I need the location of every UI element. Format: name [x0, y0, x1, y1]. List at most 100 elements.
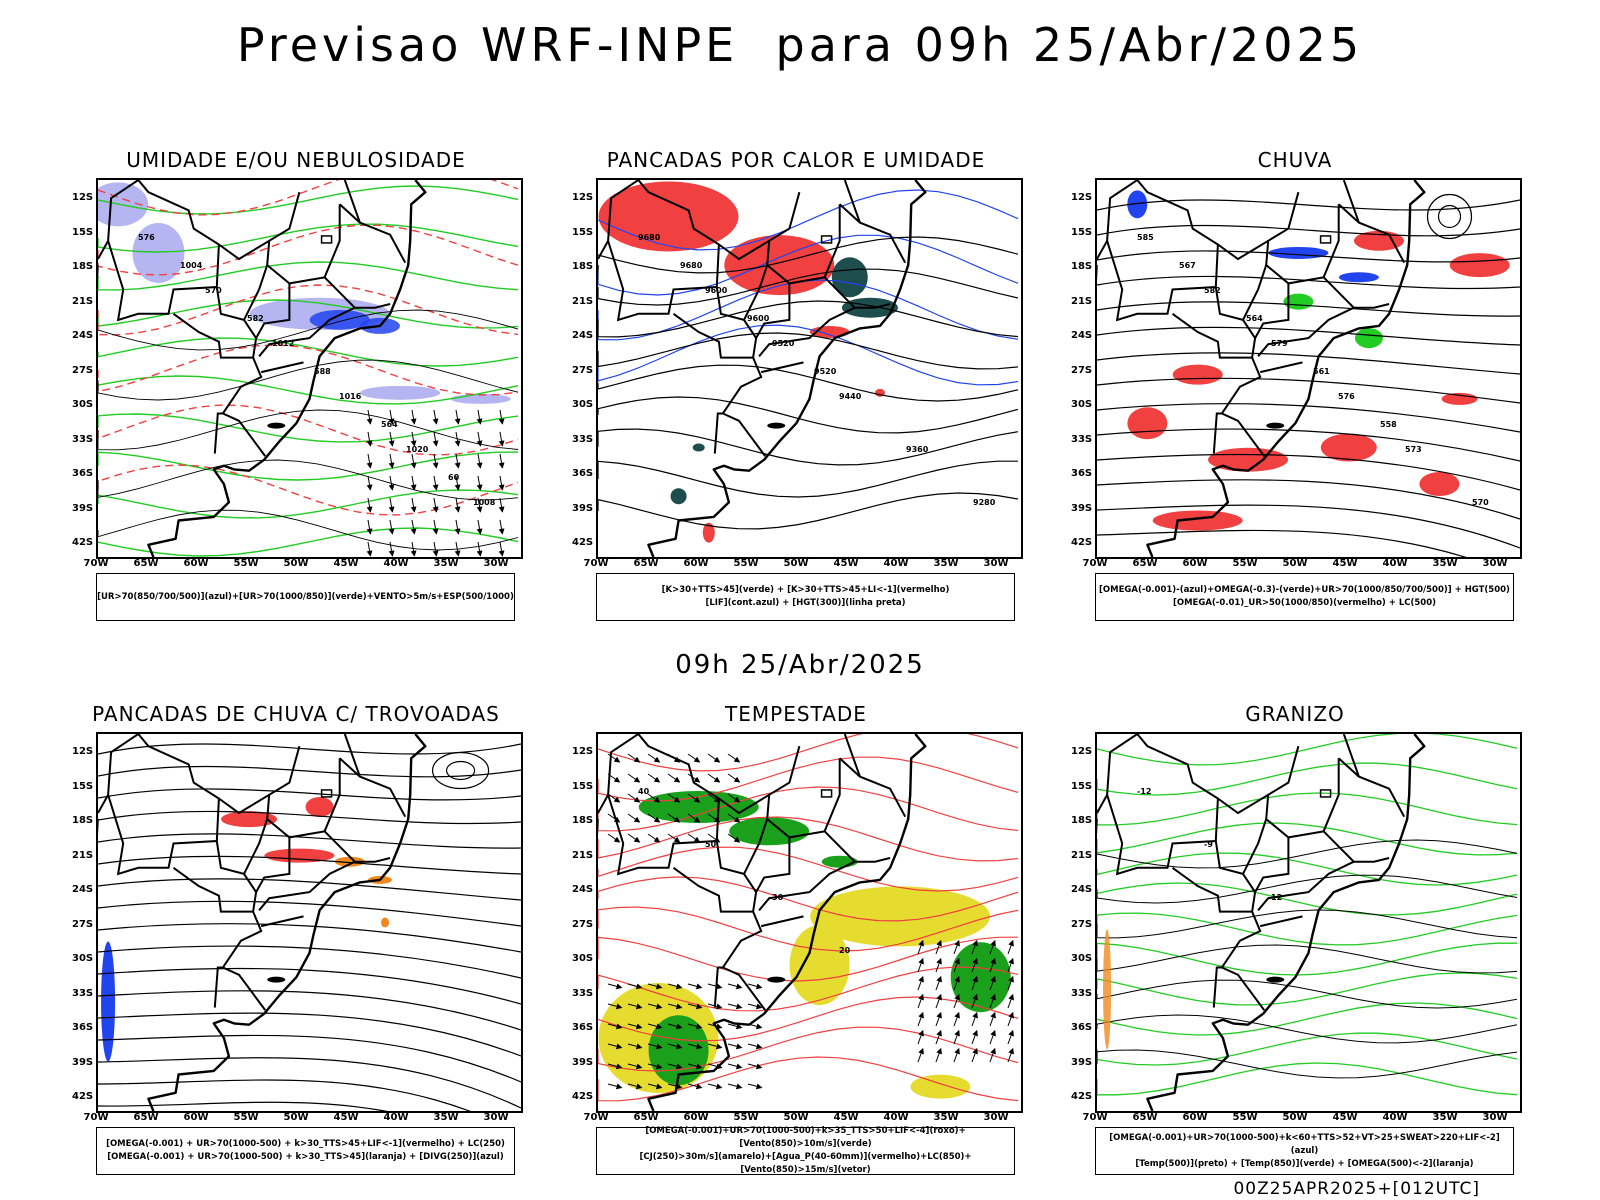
country-border [339, 203, 407, 264]
wind-vector [747, 1043, 763, 1050]
legend-granizo: [OMEGA(-0.001)+UR>70(1000-500)+k<60+TTS>… [1095, 1127, 1514, 1175]
precip-water-contour [598, 816, 1019, 862]
wind-vector [607, 1023, 623, 1030]
country-border [213, 412, 223, 454]
temp850-contour [1097, 972, 1518, 1006]
lat-tick: 24S [72, 884, 94, 895]
lat-tick: 42S [1071, 1091, 1093, 1102]
map-pancadas-calor[interactable]: 9680 9600 9520 9440 9360 9280 9680 9600 9520 [596, 178, 1023, 559]
country-border [213, 966, 223, 1008]
wind-vector [989, 939, 996, 955]
lat-tick: 33S [1071, 987, 1093, 999]
wind-vector [1007, 1047, 1014, 1063]
wind-vector [707, 773, 721, 783]
humidity-low-contour [98, 337, 519, 367]
country-border [107, 180, 220, 322]
country-border [323, 276, 391, 309]
lagoa-dos-patos [1266, 976, 1285, 983]
lon-tick: 45W [333, 558, 359, 569]
lat-tick: 21S [572, 849, 594, 861]
coastline [1146, 734, 1426, 1111]
contour-label: -12 [1137, 787, 1151, 796]
contour-label: 579 [1271, 339, 1288, 348]
wind-vector [476, 519, 483, 535]
legend-line: [UR>70(850/700/500)](azul)+[UR>70(1000/8… [97, 591, 514, 602]
country-border [1220, 911, 1266, 1011]
wind-vector [432, 475, 439, 491]
contour-label: 564 [1246, 314, 1263, 323]
instability-red [702, 522, 715, 543]
rain-red [1441, 392, 1478, 405]
temp850-contour [1097, 822, 1518, 856]
lon-tick: 50W [1282, 558, 1308, 569]
wind-vector [687, 793, 701, 803]
humidity-low-contour [98, 223, 519, 253]
streamline [1097, 504, 1520, 549]
wind-vector [953, 939, 960, 955]
lon-tick: 55W [733, 1112, 759, 1123]
humidity-low-contour [98, 185, 519, 215]
wind-vector [1007, 939, 1014, 955]
distrito-federal [320, 789, 333, 798]
wind-vector [935, 1011, 942, 1027]
contour-label: 9600 [747, 314, 770, 323]
map-chuva[interactable]: 585 582 579 576 573 570 567 564 561 558 [1095, 178, 1522, 559]
wind-vector [410, 453, 417, 469]
contour-label: 9360 [906, 445, 929, 454]
wind-vector [747, 1003, 763, 1010]
country-border [1254, 837, 1290, 893]
map-tempestade[interactable]: 40 50 30 20 [596, 732, 1023, 1113]
panel-trovoadas: PANCADAS DE CHUVA C/ TROVOADAS [OMEGA(-0… [56, 702, 536, 1177]
streamline [1097, 529, 1467, 557]
hgt300-contour [598, 428, 1019, 466]
wind-vector [647, 1083, 663, 1090]
map-umidade[interactable]: 576 570 1012 1016 1020 1008 1004 582 588 564 60 [96, 178, 523, 559]
wind-vector [1007, 1029, 1014, 1045]
country-border [755, 283, 791, 339]
lat-tick: 27S [1071, 918, 1093, 930]
contour-label: 9440 [839, 392, 862, 401]
wind-vector [607, 793, 621, 803]
lon-tick: 65W [133, 558, 159, 569]
wind-vector [432, 519, 439, 535]
wind-vector [388, 497, 395, 513]
lon-tick: 70W [83, 558, 109, 569]
wind-vector [917, 1011, 924, 1027]
jet-yellow [789, 925, 850, 1006]
wind-vector [627, 983, 643, 990]
lat-tick: 27S [72, 364, 94, 376]
wind-vector [989, 993, 996, 1009]
country-border [1217, 793, 1269, 815]
country-border [1265, 745, 1340, 839]
lat-tick: 24S [1071, 330, 1093, 341]
lagoa-dos-patos [767, 422, 786, 429]
lon-tick: 35W [933, 1112, 959, 1123]
panel-umidade: UMIDADE E/OU NEBULOSIDADE 576 570 1012 1016… [56, 148, 536, 623]
wind-vector [971, 1047, 978, 1063]
wind-vector [607, 813, 621, 823]
map-granizo[interactable]: -12 -9 12 [1095, 732, 1522, 1113]
lat-tick: 21S [572, 295, 594, 307]
humidity-low-contour [98, 413, 519, 443]
mid-title: 09h 25/Abr/2025 [675, 650, 925, 680]
wind-vector [366, 453, 373, 469]
country-border [843, 180, 861, 223]
map-trovoadas[interactable] [96, 732, 523, 1113]
country-border [221, 911, 267, 1011]
lon-tick: 30W [483, 558, 509, 569]
wind-vector [667, 833, 681, 843]
streamline [98, 878, 521, 901]
main-title: Previsao WRF-INPE para 09h 25/Abr/2025 [236, 18, 1364, 72]
wind-vector [366, 431, 373, 447]
precip-water-contour [598, 756, 1019, 802]
wind-vector [627, 753, 641, 763]
lat-tick: 42S [1071, 537, 1093, 548]
lon-tick: 50W [783, 1112, 809, 1123]
lat-tick: 30S [572, 953, 594, 964]
rain-blue [1338, 272, 1379, 283]
wind-vector [627, 813, 641, 823]
lat-tick: 39S [72, 502, 94, 514]
wind-vector [687, 833, 701, 843]
distrito-federal [1319, 789, 1332, 798]
